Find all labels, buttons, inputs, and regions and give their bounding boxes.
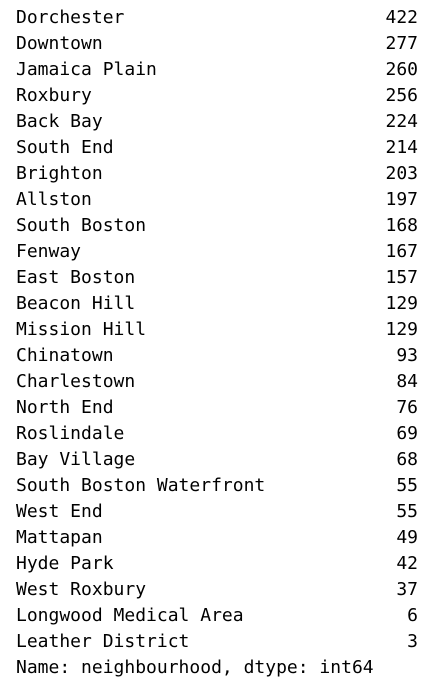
neighbourhood-name: Allston (16, 189, 92, 210)
neighbourhood-count: 224 (385, 111, 418, 132)
series-output: Dorchester 422 Downtown 277 Jamaica Plain 260… (16, 5, 444, 681)
series-footer: Name: neighbourhood, dtype: int64 (16, 657, 374, 678)
neighbourhood-count: 197 (385, 189, 418, 210)
series-row: Longwood Medical Area 6 (16, 603, 444, 629)
neighbourhood-name: Back Bay (16, 111, 103, 132)
series-row: Hyde Park 42 (16, 551, 444, 577)
series-row: North End 76 (16, 395, 444, 421)
series-row: Jamaica Plain 260 (16, 57, 444, 83)
series-row: Allston 197 (16, 187, 444, 213)
series-row: Back Bay 224 (16, 109, 444, 135)
neighbourhood-count: 55 (396, 501, 418, 522)
neighbourhood-count: 42 (396, 553, 418, 574)
series-row: East Boston 157 (16, 265, 444, 291)
neighbourhood-name: Bay Village (16, 449, 136, 470)
neighbourhood-count: 256 (385, 85, 418, 106)
neighbourhood-count: 203 (385, 163, 418, 184)
neighbourhood-count: 129 (385, 293, 418, 314)
neighbourhood-count: 68 (396, 449, 418, 470)
neighbourhood-name: West Roxbury (16, 579, 147, 600)
neighbourhood-name: Downtown (16, 33, 103, 54)
neighbourhood-count: 37 (396, 579, 418, 600)
neighbourhood-count: 422 (385, 7, 418, 28)
series-row: Charlestown 84 (16, 369, 444, 395)
neighbourhood-name: Roxbury (16, 85, 92, 106)
neighbourhood-count: 55 (396, 475, 418, 496)
neighbourhood-count: 76 (396, 397, 418, 418)
neighbourhood-name: Mattapan (16, 527, 103, 548)
neighbourhood-name: West End (16, 501, 103, 522)
neighbourhood-count: 49 (396, 527, 418, 548)
neighbourhood-name: Roslindale (16, 423, 125, 444)
neighbourhood-name: Leather District (16, 631, 190, 652)
neighbourhood-count: 3 (407, 631, 418, 652)
neighbourhood-name: South Boston (16, 215, 147, 236)
neighbourhood-name: Fenway (16, 241, 82, 262)
neighbourhood-name: North End (16, 397, 114, 418)
neighbourhood-name: Brighton (16, 163, 103, 184)
neighbourhood-name: Mission Hill (16, 319, 147, 340)
series-row: South Boston Waterfront 55 (16, 473, 444, 499)
neighbourhood-name: Hyde Park (16, 553, 114, 574)
neighbourhood-count: 157 (385, 267, 418, 288)
series-rows: Dorchester 422 Downtown 277 Jamaica Plain 260… (16, 5, 444, 655)
series-row: West Roxbury 37 (16, 577, 444, 603)
neighbourhood-name: South Boston Waterfront (16, 475, 266, 496)
neighbourhood-name: South End (16, 137, 114, 158)
neighbourhood-count: 84 (396, 371, 418, 392)
neighbourhood-count: 260 (385, 59, 418, 80)
neighbourhood-count: 168 (385, 215, 418, 236)
series-row: Dorchester 422 (16, 5, 444, 31)
neighbourhood-name: Dorchester (16, 7, 125, 28)
neighbourhood-count: 93 (396, 345, 418, 366)
neighbourhood-name: East Boston (16, 267, 136, 288)
neighbourhood-count: 129 (385, 319, 418, 340)
series-row: South Boston 168 (16, 213, 444, 239)
series-row: Brighton 203 (16, 161, 444, 187)
neighbourhood-count: 277 (385, 33, 418, 54)
neighbourhood-name: Charlestown (16, 371, 136, 392)
series-row: Fenway 167 (16, 239, 444, 265)
neighbourhood-name: Jamaica Plain (16, 59, 157, 80)
series-row: Beacon Hill 129 (16, 291, 444, 317)
neighbourhood-count: 167 (385, 241, 418, 262)
series-row: Mattapan 49 (16, 525, 444, 551)
series-row: Mission Hill 129 (16, 317, 444, 343)
series-row: West End 55 (16, 499, 444, 525)
series-row: Leather District 3 (16, 629, 444, 655)
series-row: Roslindale 69 (16, 421, 444, 447)
series-row: Chinatown 93 (16, 343, 444, 369)
neighbourhood-name: Chinatown (16, 345, 114, 366)
series-row: South End 214 (16, 135, 444, 161)
neighbourhood-count: 214 (385, 137, 418, 158)
neighbourhood-name: Beacon Hill (16, 293, 136, 314)
neighbourhood-name: Longwood Medical Area (16, 605, 244, 626)
series-row: Downtown 277 (16, 31, 444, 57)
series-row: Bay Village 68 (16, 447, 444, 473)
neighbourhood-count: 6 (407, 605, 418, 626)
neighbourhood-count: 69 (396, 423, 418, 444)
series-row: Roxbury 256 (16, 83, 444, 109)
